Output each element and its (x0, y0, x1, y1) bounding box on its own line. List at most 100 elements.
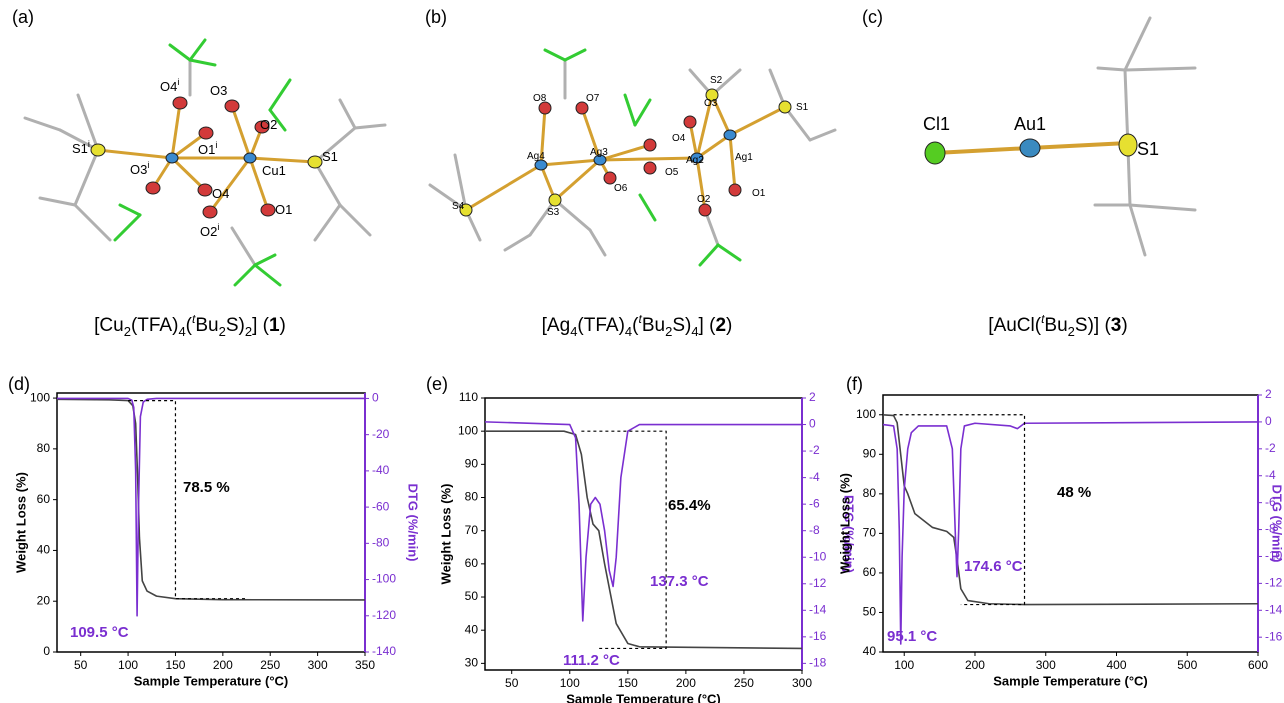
atom-name: S2 (710, 75, 723, 86)
atom-label: Ag1 (735, 152, 753, 163)
atom-superscript: i (217, 222, 219, 232)
atom-label: O1i (198, 140, 217, 157)
atom-label: O2 (260, 117, 277, 132)
y2-tick-label: 2 (809, 390, 816, 404)
panel-label: (b) (425, 7, 447, 27)
annotation: 95.1 °C (887, 628, 937, 645)
caption-segment: [Ag (542, 315, 571, 336)
atom-name: S1 (322, 149, 338, 164)
atom-name: S1 (72, 141, 88, 156)
y2-tick-label: -120 (372, 608, 396, 622)
x-tick-label: 400 (1106, 658, 1126, 672)
atom-name: O4 (160, 79, 177, 94)
caption-segment: Bu (195, 315, 218, 336)
caption-segment: 4 (178, 324, 185, 339)
molecule-c (925, 18, 1195, 255)
plot-frame (485, 398, 802, 670)
atom-label: O4 (672, 133, 686, 144)
atom-label: O6 (614, 183, 628, 194)
molecule-b (430, 50, 835, 265)
x-tick-label: 300 (308, 658, 328, 672)
y2-tick-label: -12 (809, 576, 827, 590)
atom-label: O1 (752, 188, 766, 199)
plot-frame (57, 393, 365, 652)
caption-segment: 2 (219, 324, 226, 339)
weight-line (57, 399, 365, 600)
y-tick-label: 50 (863, 605, 877, 619)
atom-name: O1 (752, 188, 766, 199)
panel-label: (d) (8, 374, 30, 394)
caption-segment: [Cu (94, 315, 124, 336)
atom-label: Ag3 (590, 147, 608, 158)
plot-frame (883, 395, 1258, 652)
compound-caption: [Cu2(TFA)4(tBu2S)2] (1) (94, 312, 286, 339)
atom-name: O4 (672, 133, 686, 144)
x-tick-label: 100 (560, 676, 580, 690)
atom-name: S4 (452, 201, 465, 212)
y-tick-label: 30 (465, 656, 479, 670)
y-tick-label: 100 (30, 390, 50, 404)
y2-axis-title: DTG (%/min) (1270, 485, 1284, 563)
y-tick-label: 70 (863, 526, 877, 540)
y-tick-label: 40 (37, 543, 51, 557)
annotation: 174.6 °C (964, 558, 1023, 575)
y2-tick-label: -14 (809, 602, 827, 616)
y2-tick-label: -20 (372, 427, 390, 441)
caption-segment: 2 (715, 315, 726, 336)
x-tick-label: 150 (618, 676, 638, 690)
y2-tick-label: -2 (809, 443, 820, 457)
y2-tick-label: -80 (372, 536, 390, 550)
y-tick-label: 100 (856, 407, 876, 421)
atom-label: S1 (796, 102, 809, 113)
compound-caption: [Ag4(TFA)4(tBu2S)4] (2) (542, 312, 733, 339)
y2-tick-label: -100 (372, 572, 396, 586)
x-tick-label: 150 (165, 658, 185, 672)
dtg-line (57, 398, 365, 615)
caption-segment: (TFA) (131, 315, 179, 336)
caption-segment: ) (280, 315, 286, 336)
panel-label: (f) (846, 374, 863, 394)
caption-segment: [AuCl( (988, 315, 1041, 336)
atom-name: S1 (1137, 139, 1159, 159)
y2-tick-label: 0 (372, 391, 379, 405)
annotation: 65.4% (668, 497, 711, 514)
y-tick-label: 40 (863, 644, 877, 658)
x-axis-title: Sample Temperature (°C) (566, 691, 721, 703)
y2-tick-label: 0 (809, 417, 816, 431)
caption-segment: S)] ( (1075, 315, 1111, 336)
y2-tick-label: -4 (809, 470, 820, 484)
y2-tick-label: -4 (1265, 468, 1276, 482)
caption-segment: 4 (625, 324, 632, 339)
atom-name: O2 (697, 194, 711, 205)
atom-label: O5 (665, 167, 679, 178)
y-tick-label: 90 (465, 457, 479, 471)
x-tick-label: 500 (1177, 658, 1197, 672)
y2-tick-label: -8 (809, 523, 820, 537)
y2-tick-label: -12 (1265, 576, 1283, 590)
y2-tick-label: -6 (809, 496, 820, 510)
dtg-line (883, 422, 1258, 644)
atom-name: S3 (547, 207, 560, 218)
annotation: 48 % (1057, 484, 1091, 501)
y2-tick-label: -40 (372, 463, 390, 477)
y-tick-label: 80 (863, 486, 877, 500)
atom-label: Cu1 (262, 163, 286, 178)
y-tick-label: 50 (465, 589, 479, 603)
y-tick-label: 100 (458, 423, 478, 437)
atom-name: Ag4 (527, 151, 545, 162)
atom-superscript: i (215, 140, 217, 150)
x-tick-label: 50 (74, 658, 88, 672)
y2-tick-label: -2 (1265, 441, 1276, 455)
x-tick-label: 200 (676, 676, 696, 690)
y-tick-label: 110 (459, 390, 478, 404)
atom-name: O3 (130, 162, 147, 177)
atom-label: Ag2 (686, 155, 704, 166)
atom-name: Ag3 (590, 147, 608, 158)
atom-name: O1 (275, 202, 292, 217)
y2-tick-label: -60 (372, 499, 390, 513)
caption-segment: ] ( (252, 315, 269, 336)
panel-label: (c) (862, 7, 883, 27)
atom-name: O2 (200, 224, 217, 239)
atom-superscript: i (147, 160, 149, 170)
page: {"structures": [ {"panel": "(a)", "capti… (0, 0, 1284, 703)
